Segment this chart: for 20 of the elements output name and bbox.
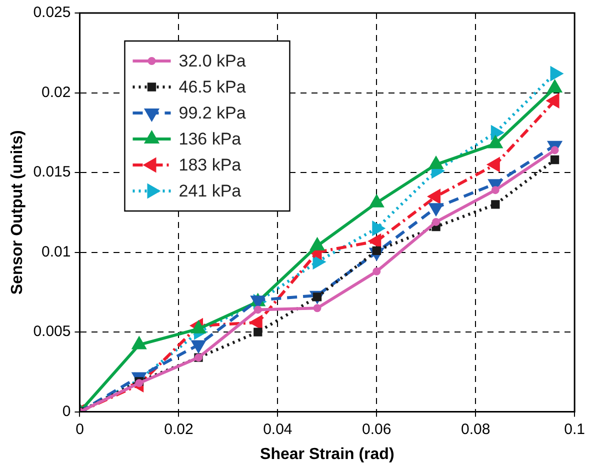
- y-tick-label: 0.005: [33, 323, 71, 340]
- y-axis-title: Sensor Output (units): [9, 130, 26, 295]
- legend-label: 136 kPa: [178, 130, 242, 149]
- x-tick-label: 0.04: [263, 420, 292, 438]
- y-tick-label: 0.015: [33, 164, 71, 181]
- y-tick-label: 0.01: [42, 243, 71, 260]
- legend-label: 183 kPa: [178, 156, 242, 175]
- y-tick-label: 0.02: [42, 84, 71, 101]
- x-tick-label: 0: [76, 420, 84, 438]
- legend-label: 99.2 kPa: [178, 104, 246, 123]
- legend-label: 32.0 kPa: [178, 52, 246, 71]
- legend-label: 241 kPa: [178, 182, 242, 201]
- x-tick-label: 0.08: [461, 420, 490, 438]
- y-tick-label: 0: [62, 402, 71, 420]
- x-axis-title: Shear Strain (rad): [260, 446, 394, 463]
- x-tick-label: 0.02: [164, 420, 194, 438]
- x-tick-label: 0.1: [564, 420, 586, 438]
- legend-label: 46.5 kPa: [178, 78, 246, 97]
- y-tick-label: 0.025: [33, 4, 71, 22]
- x-tick-label: 0.06: [362, 420, 392, 438]
